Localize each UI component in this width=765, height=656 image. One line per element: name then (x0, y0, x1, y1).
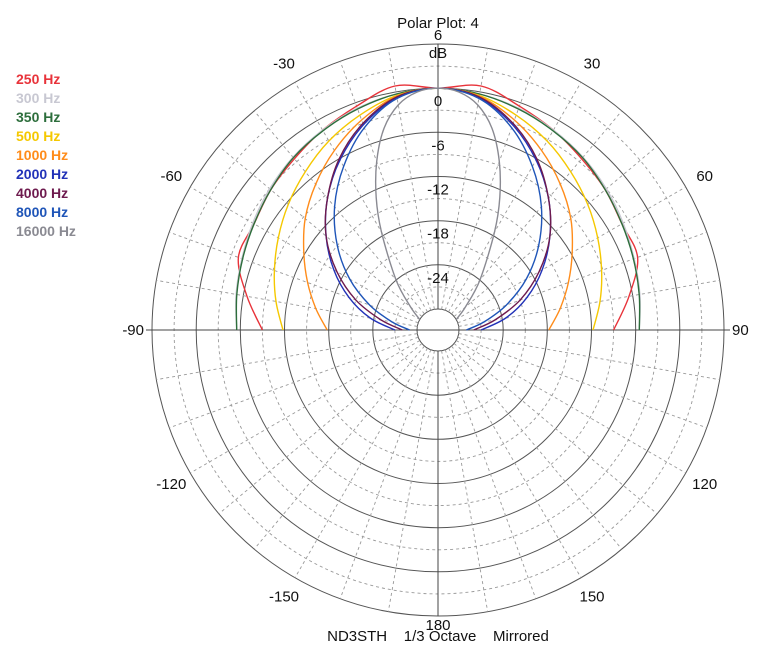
grid-spoke (441, 350, 489, 612)
legend-item: 16000 Hz (16, 223, 76, 239)
db-tick-label: -18 (427, 226, 449, 243)
db-tick-label: -12 (427, 182, 449, 199)
legend: 250 Hz 300 Hz 350 Hz 500 Hz 1000 Hz 2000 Hz 40… (16, 70, 76, 241)
grid-spoke (453, 343, 658, 515)
grid-spoke (453, 145, 658, 317)
angle-label: 90 (732, 322, 749, 339)
grid-spoke (457, 336, 707, 429)
grid-spoke (387, 48, 435, 310)
grid-spoke (444, 349, 537, 599)
grid-spoke (294, 347, 428, 578)
legend-item: 350 Hz (16, 109, 61, 125)
legend-item: 4000 Hz (16, 185, 69, 201)
series-curve-16000-hz (374, 87, 502, 320)
grid-spoke (156, 333, 418, 381)
chart-title: Polar Plot: 4 (397, 15, 479, 32)
grid-spoke (455, 186, 686, 320)
grid-spoke (169, 336, 419, 429)
angle-label: -150 (269, 589, 299, 606)
legend-item: 250 Hz (16, 71, 61, 87)
grid-spoke (387, 350, 435, 612)
grid-spoke (448, 82, 582, 313)
grid-spoke (451, 345, 623, 550)
grid-spoke (448, 347, 582, 578)
legend-item: 2000 Hz (16, 166, 69, 182)
grid-spoke (457, 231, 707, 324)
grid-spoke (444, 61, 537, 311)
angle-label: 120 (692, 476, 717, 493)
grid-spoke (156, 279, 418, 327)
grid-spoke (218, 145, 423, 317)
angle-label: -120 (156, 476, 186, 493)
legend-item: 8000 Hz (16, 204, 69, 220)
grid-spoke (169, 231, 419, 324)
angle-label: -90 (122, 322, 144, 339)
db-tick-label: 0 (434, 93, 442, 110)
grid-spoke (294, 82, 428, 313)
grid-spoke (190, 340, 421, 474)
legend-item: 1000 Hz (16, 147, 69, 163)
db-tick-label: -24 (427, 270, 449, 287)
db-tick-labels: 6 0 -6 -12 -18 -24 dB (427, 27, 449, 287)
grid-spoke (339, 349, 432, 599)
angle-label: -60 (160, 168, 182, 185)
angle-label: -30 (273, 55, 295, 72)
grid-spoke (458, 333, 720, 381)
grid-spoke (458, 279, 720, 327)
grid-spoke (339, 61, 432, 311)
db-tick-label: -6 (431, 137, 444, 154)
grid-spoke (190, 186, 421, 320)
grid-spoke (441, 48, 489, 310)
polar-spokes (146, 44, 730, 616)
angle-label: 30 (584, 55, 601, 72)
legend-item: 500 Hz (16, 128, 61, 144)
legend-item: 300 Hz (16, 90, 61, 106)
angle-label: 180 (425, 617, 450, 634)
chart-footer: ND3STH 1/3 Octave Mirrored (327, 628, 549, 645)
grid-spoke (218, 343, 423, 515)
polar-curves (235, 84, 641, 331)
grid-spoke (253, 345, 425, 550)
radial-unit-label: dB (429, 45, 447, 62)
grid-spoke (455, 340, 686, 474)
angle-label: 60 (696, 168, 713, 185)
angle-label: 150 (579, 589, 604, 606)
db-tick-label: 6 (434, 27, 442, 44)
